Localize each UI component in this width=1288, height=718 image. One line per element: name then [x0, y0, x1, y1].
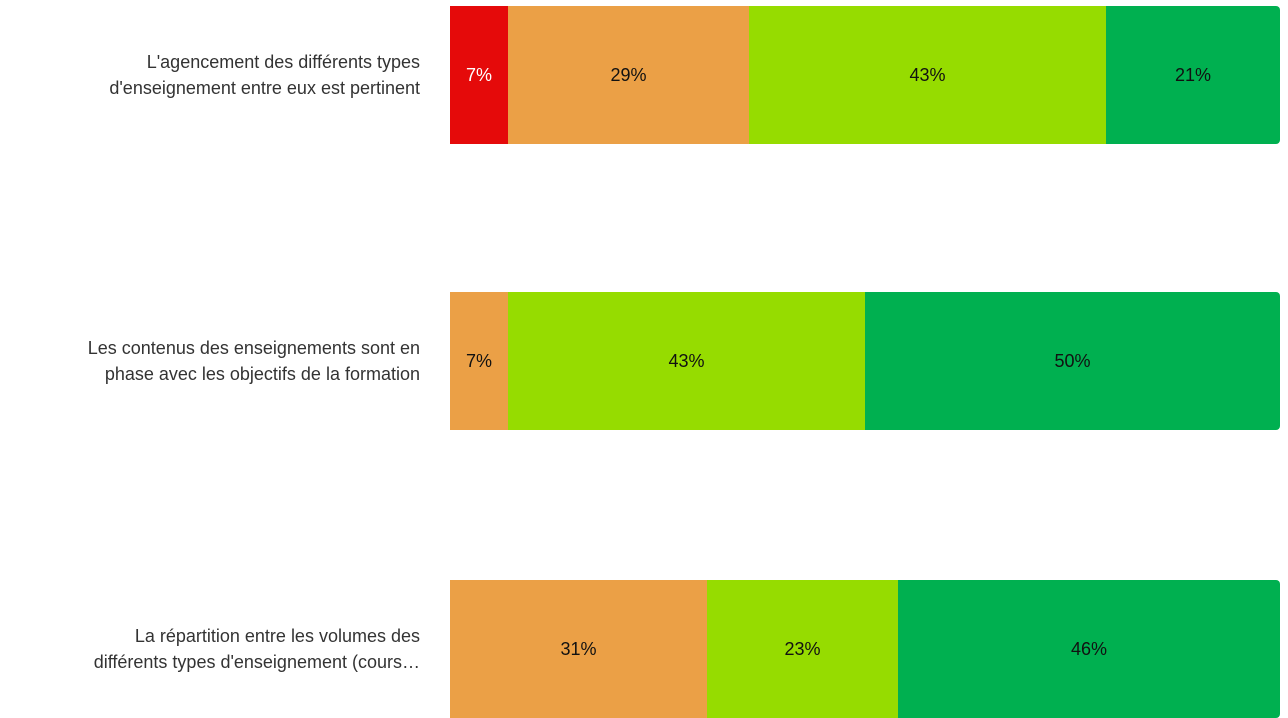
- chart-row: L'agencement des différents types d'ense…: [0, 6, 1288, 144]
- bar-segment: 21%: [1106, 6, 1280, 144]
- bar-segment: 43%: [508, 292, 865, 430]
- data-label: 7%: [465, 350, 492, 371]
- data-label: 50%: [1054, 350, 1091, 371]
- bar-segment: 50%: [865, 292, 1280, 430]
- data-label: 43%: [668, 350, 705, 371]
- data-label: 31%: [560, 638, 597, 659]
- category-label-container: L'agencement des différents types d'ense…: [0, 6, 420, 144]
- stacked-bar: 7% 43% 50%: [450, 292, 1280, 430]
- category-label: L'agencement des différents types d'ense…: [109, 52, 420, 98]
- bar-segment: 31%: [450, 580, 707, 718]
- bar-segment: 46%: [898, 580, 1280, 718]
- category-label: La répartition entre les volumes des dif…: [93, 626, 420, 672]
- category-label: Les contenus des enseignements sont en p…: [87, 338, 420, 384]
- data-label: 43%: [909, 64, 946, 85]
- chart-row: Les contenus des enseignements sont en p…: [0, 292, 1288, 430]
- bar-segment: 7%: [450, 6, 508, 144]
- stacked-bar: 7% 29% 43% 21%: [450, 6, 1280, 144]
- category-label-container: La répartition entre les volumes des dif…: [0, 580, 420, 718]
- data-label: 23%: [784, 638, 821, 659]
- chart-row: La répartition entre les volumes des dif…: [0, 580, 1288, 718]
- bar-segment: 43%: [749, 6, 1106, 144]
- data-label: 7%: [465, 64, 492, 85]
- bar-segment: 23%: [707, 580, 898, 718]
- category-label-container: Les contenus des enseignements sont en p…: [0, 292, 420, 430]
- data-label: 21%: [1174, 64, 1212, 85]
- data-label: 46%: [1070, 638, 1108, 659]
- stacked-bar: 31% 23% 46%: [450, 580, 1280, 718]
- data-label: 29%: [610, 64, 647, 85]
- bar-segment: 29%: [508, 6, 749, 144]
- bar-segment: 7%: [450, 292, 508, 430]
